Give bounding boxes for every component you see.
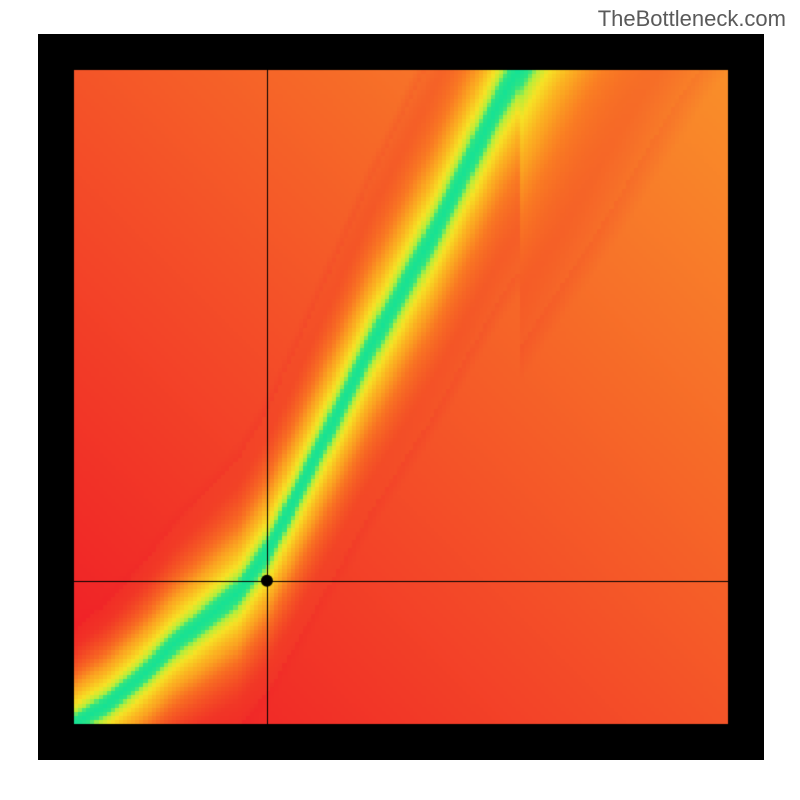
chart-container: { "watermark": { "text": "TheBottleneck.…: [0, 0, 800, 800]
watermark-text: TheBottleneck.com: [598, 6, 786, 32]
bottleneck-heatmap: [38, 34, 764, 760]
